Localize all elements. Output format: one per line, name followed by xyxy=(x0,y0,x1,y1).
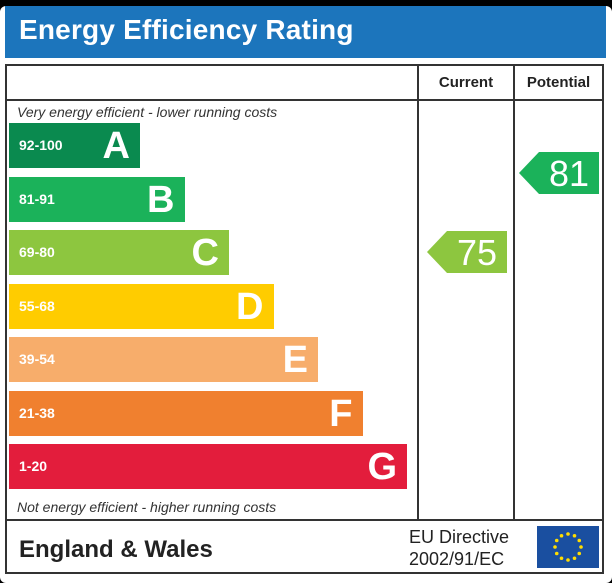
rating-chart: Current Potential Very energy efficient … xyxy=(5,64,604,574)
footer-divider xyxy=(7,519,602,521)
current-pointer-arrow xyxy=(427,231,447,273)
column-divider-current xyxy=(417,66,419,519)
country-label: England & Wales xyxy=(19,536,213,563)
current-rating-value: 75 xyxy=(447,231,507,273)
band-range-e: 39-54 xyxy=(19,351,55,367)
title-bar: Energy Efficiency Rating xyxy=(5,6,606,58)
band-range-b: 81-91 xyxy=(19,190,55,207)
eu-star-icon xyxy=(566,558,570,562)
chart-title: Energy Efficiency Rating xyxy=(19,14,354,45)
current-column-header: Current xyxy=(438,74,494,91)
band-letter-c: C xyxy=(191,232,219,274)
band-b: 81-91 B xyxy=(9,176,185,222)
band-a: 92-100 A xyxy=(9,123,140,168)
band-range-d: 55-68 xyxy=(19,297,55,314)
eu-star-icon xyxy=(559,556,564,561)
eu-star-icon xyxy=(553,545,557,549)
eu-star-icon xyxy=(559,533,564,538)
eu-star-icon xyxy=(572,533,577,538)
eu-star-icon xyxy=(572,556,577,561)
eu-star-icon xyxy=(554,538,559,543)
potential-pointer-arrow xyxy=(519,151,539,194)
band-f: 21-38 F xyxy=(9,390,363,436)
band-letter-f: F xyxy=(329,392,353,435)
band-range-a: 92-100 xyxy=(19,137,63,153)
bottom-note: Not energy efficient - higher running co… xyxy=(17,499,277,515)
potential-column-header: Potential xyxy=(526,74,591,91)
eu-star-icon xyxy=(554,551,559,556)
eu-star-icon xyxy=(577,538,582,543)
band-letter-e: E xyxy=(282,339,308,381)
band-c: 69-80 C xyxy=(9,230,229,275)
eu-flag-icon xyxy=(537,526,599,568)
potential-rating-pointer: 81 xyxy=(519,151,599,194)
current-rating-pointer: 75 xyxy=(427,231,507,273)
band-e: 39-54 E xyxy=(9,337,318,382)
column-divider-potential xyxy=(513,66,515,519)
potential-rating-value: 81 xyxy=(539,151,599,194)
band-range-f: 21-38 xyxy=(19,404,55,421)
eu-directive-line1: EU Directive xyxy=(409,527,510,547)
band-letter-g: G xyxy=(367,446,397,488)
eu-star-icon xyxy=(579,545,583,549)
band-range-c: 69-80 xyxy=(19,244,55,260)
eu-star-icon xyxy=(566,532,570,536)
band-range-g: 1-20 xyxy=(19,458,48,474)
band-letter-a: A xyxy=(102,125,130,167)
header-divider xyxy=(7,99,602,101)
eu-stars xyxy=(553,532,583,562)
band-g: 1-20 G xyxy=(9,444,407,489)
eu-star-icon xyxy=(577,551,582,556)
band-d: 55-68 D xyxy=(9,283,274,329)
eu-directive: EU Directive 2002/91/EC xyxy=(409,526,509,570)
band-letter-d: D xyxy=(236,285,264,328)
eu-directive-line2: 2002/91/EC xyxy=(409,549,505,569)
band-letter-b: B xyxy=(147,178,175,221)
top-note: Very energy efficient - lower running co… xyxy=(17,104,278,120)
